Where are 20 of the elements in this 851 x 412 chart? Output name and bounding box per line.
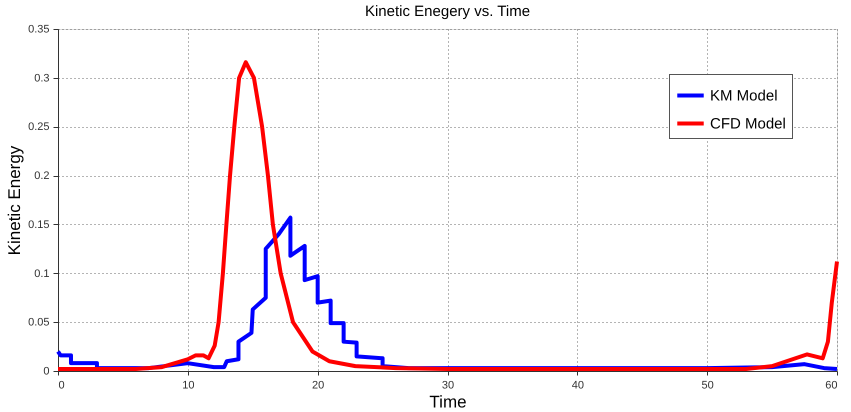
y-tick-label: 0.05	[28, 316, 50, 329]
legend-label: CFD Model	[710, 116, 786, 132]
x-axis-title: Time	[429, 392, 467, 412]
y-tick-label: 0.25	[28, 121, 50, 134]
x-tick-label: 50	[702, 380, 714, 392]
x-tick-label: 60	[825, 380, 838, 392]
x-tick-label: 30	[442, 380, 454, 392]
x-tick-label: 10	[182, 380, 194, 392]
x-tick-label: 20	[312, 380, 324, 392]
y-tick-label: 0.3	[34, 72, 50, 84]
y-axis-title: Kinetic Energy	[5, 145, 24, 256]
y-tick-label: 0.1	[34, 268, 50, 280]
x-tick-label: 0	[58, 380, 65, 392]
x-tick-label: 40	[572, 380, 584, 392]
y-tick-label: 0.2	[34, 170, 50, 182]
y-tick-label: 0.35	[28, 24, 50, 36]
chart-title: Kinetic Enegery vs. Time	[364, 3, 530, 20]
y-tick-label: 0	[43, 366, 50, 378]
legend-label: KM Model	[710, 88, 778, 104]
y-tick-label: 0.15	[28, 218, 50, 231]
